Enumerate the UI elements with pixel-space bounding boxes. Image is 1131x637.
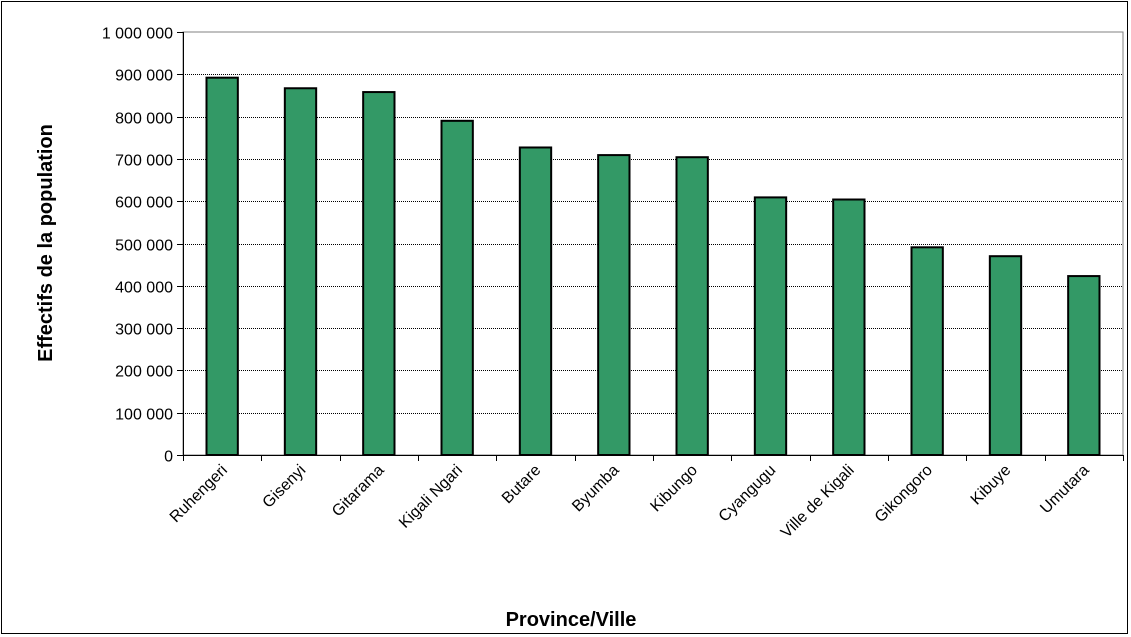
- bars: [205, 76, 1101, 457]
- bar-umutara: [1067, 275, 1101, 457]
- y-tick-label: 500 000: [115, 238, 173, 255]
- x-tick-label: Gikongoro: [872, 462, 936, 526]
- x-tick-labels: Ruhengeri Gisenyi Gitarama Kigali Ngari Buta…: [167, 462, 1093, 542]
- x-tick-label: Butare: [499, 462, 544, 507]
- bar-cyangugu: [753, 196, 788, 456]
- bar-gisenyi: [283, 87, 318, 456]
- bar-gikongoro: [910, 246, 944, 456]
- plot-area: [182, 31, 1124, 456]
- y-tick-label: 100 000: [115, 407, 173, 424]
- y-tick-label: 600 000: [115, 195, 173, 212]
- y-tick-label: 800 000: [115, 111, 173, 128]
- x-tick-label: Ville de Kigali: [778, 462, 858, 542]
- x-tick-label: Kigali Ngari: [396, 462, 466, 532]
- bar-ville-de-kigali: [832, 198, 866, 456]
- x-axis-title: Province/Ville: [506, 609, 637, 631]
- y-tick-label: 1 000 000: [102, 26, 173, 43]
- bar-ruhengeri: [205, 76, 239, 457]
- bar-butare: [518, 146, 553, 456]
- y-tick-label: 0: [164, 449, 173, 466]
- bar-kigali-ngari: [440, 119, 474, 457]
- y-tick-label: 900 000: [115, 68, 173, 85]
- x-tick-label: Cyangugu: [716, 462, 780, 526]
- y-axis-title: Effectifs de la population: [35, 124, 57, 362]
- y-tick-label: 300 000: [115, 322, 173, 339]
- bar-kibuye: [988, 255, 1023, 456]
- x-tick-label: Gitarama: [329, 462, 388, 521]
- x-tick-label: Umutara: [1037, 462, 1092, 517]
- x-tick-label: Kibuye: [968, 462, 1015, 509]
- y-tick-labels: 0 100 000 200 000 300 000 400 000 500 000 600 …: [102, 26, 173, 466]
- x-tick-label: Ruhengeri: [167, 462, 231, 526]
- axes: [177, 32, 1124, 461]
- gridlines: [183, 74, 1123, 414]
- bar-kibungo: [675, 156, 709, 456]
- y-tick-label: 400 000: [115, 280, 173, 297]
- y-tick-label: 700 000: [115, 153, 173, 170]
- x-tick-label: Gisenyi: [260, 462, 310, 512]
- bar-gitarama: [362, 91, 396, 456]
- bar-byumba: [597, 154, 631, 457]
- x-tick-label: Byumba: [569, 462, 623, 516]
- y-tick-label: 200 000: [115, 364, 173, 381]
- x-tick-label: Kibungo: [647, 462, 701, 516]
